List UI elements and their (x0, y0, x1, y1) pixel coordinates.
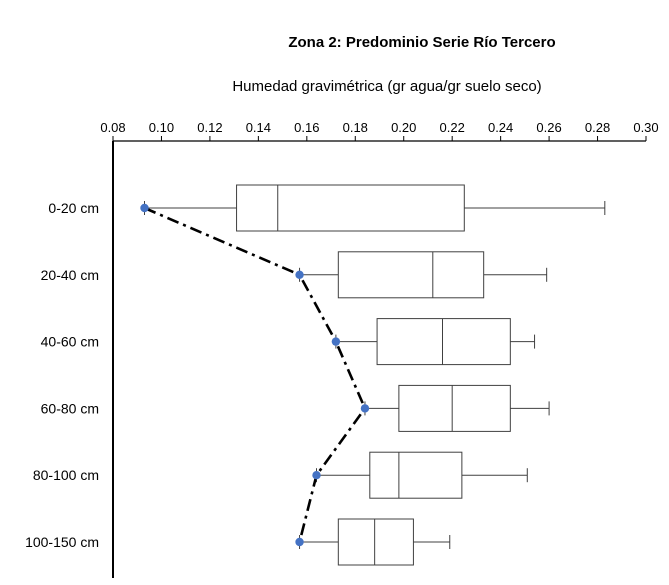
box-40-60cm (335, 318, 536, 366)
box-iqr (369, 451, 463, 499)
box-iqr (236, 184, 465, 232)
box-iqr (337, 251, 485, 299)
x-tick-label: 0.24 (488, 120, 513, 135)
chart-title: Zona 2: Predominio Serie Río Tercero (288, 34, 555, 51)
box-iqr (398, 384, 511, 432)
profile-point (331, 337, 341, 346)
category-label: 60-80 cm (41, 400, 99, 416)
x-tick-label: 0.22 (440, 120, 465, 135)
profile-line (143, 206, 367, 543)
box-iqr (337, 518, 414, 566)
x-tick-label: 0.28 (585, 120, 610, 135)
profile-point (295, 270, 304, 279)
profile-point (312, 471, 321, 480)
category-label: 100-150 cm (25, 534, 99, 550)
box-20-40cm (299, 251, 548, 299)
x-tick-label: 0.12 (197, 120, 222, 135)
x-tick-label: 0.18 (343, 120, 368, 135)
profile-point (295, 537, 304, 547)
axes: 0.08 0.10 0.12 0.14 0.16 0.18 0.20 0.22 0.24 0.26… (25, 120, 659, 578)
category-label: 40-60 cm (41, 334, 99, 350)
x-tick-label: 0.26 (536, 120, 561, 135)
category-label: 80-100 cm (33, 467, 99, 483)
x-tick-label: 0.10 (149, 120, 174, 135)
profile-series (140, 203, 370, 547)
category-label: 20-40 cm (41, 267, 99, 283)
box-80-100cm (316, 451, 528, 499)
x-tick-label: 0.20 (391, 120, 416, 135)
x-tick-label: 0.08 (100, 120, 125, 135)
category-label: 0-20 cm (48, 200, 99, 216)
box-100-150cm (299, 518, 451, 566)
box-iqr (376, 318, 511, 366)
x-tick-label: 0.30 (633, 120, 658, 135)
profile-point (360, 404, 370, 413)
box-0-20cm (143, 184, 606, 232)
profile-point (140, 203, 149, 213)
boxes (143, 184, 606, 566)
x-tick-label: 0.14 (246, 120, 271, 135)
x-axis-label: Humedad gravimétrica (gr agua/gr suelo s… (232, 78, 541, 95)
box-60-80cm (364, 384, 550, 432)
x-tick-label: 0.16 (294, 120, 319, 135)
